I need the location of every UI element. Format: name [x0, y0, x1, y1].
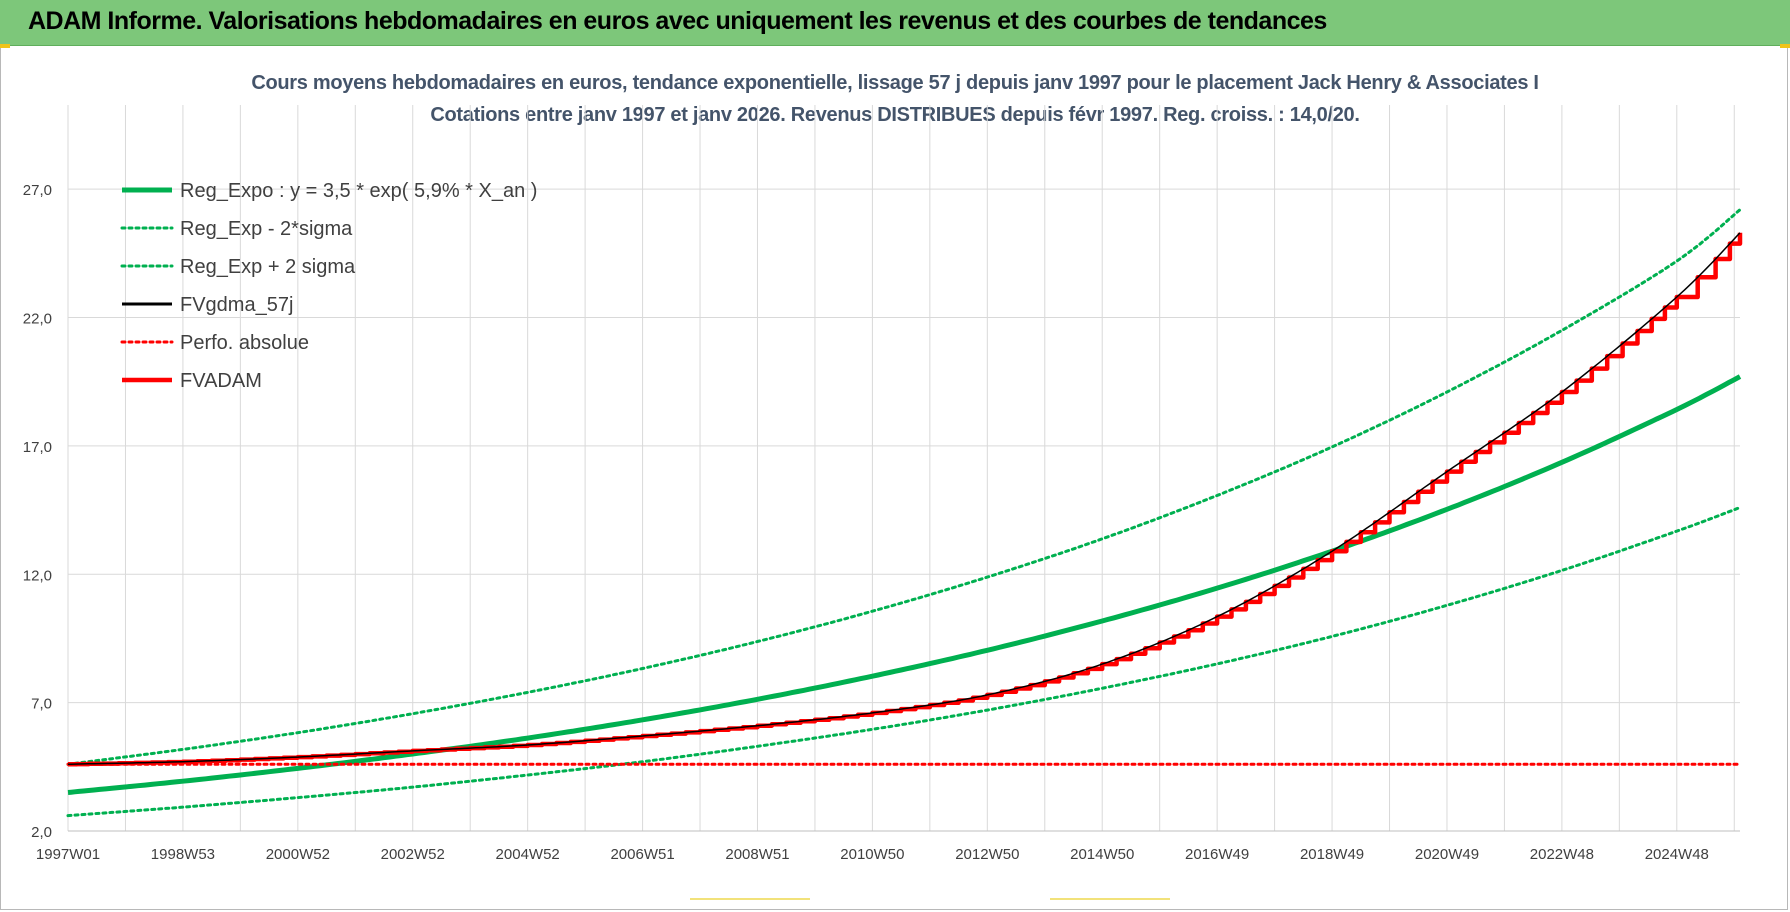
bottom-highlight-mark: [1050, 898, 1170, 900]
series-line-reg_exp: [66, 506, 1742, 818]
y-tick-label: 22,0: [23, 311, 52, 328]
x-tick-label: 2018W49: [1300, 846, 1364, 863]
bottom-highlight-mark: [690, 898, 810, 900]
x-tick-label: 2022W48: [1530, 846, 1594, 863]
x-tick-label: 2016W49: [1185, 846, 1249, 863]
legend-label: Reg_Exp + 2 sigma: [180, 256, 356, 278]
series-line-reg_exp: [66, 208, 1742, 766]
x-tick-label: 1997W01: [36, 846, 100, 863]
legend-label: FVADAM: [180, 370, 262, 392]
chart-subtitle: Cotations entre janv 1997 et janv 2026. …: [430, 104, 1360, 126]
y-tick-label: 12,0: [23, 567, 52, 584]
legend-label: Perfo. absolue: [180, 332, 309, 354]
x-tick-label: 1998W53: [151, 846, 215, 863]
x-tick-label: 2000W52: [266, 846, 330, 863]
x-tick-label: 2010W50: [840, 846, 904, 863]
y-tick-label: 2,0: [31, 824, 52, 841]
legend-label: FVgdma_57j: [180, 294, 293, 316]
legend-label: Reg_Exp - 2*sigma: [180, 218, 353, 240]
x-tick-label: 2012W50: [955, 846, 1019, 863]
y-tick-label: 7,0: [31, 696, 52, 713]
x-tick-label: 2024W48: [1645, 846, 1709, 863]
x-tick-label: 2002W52: [381, 846, 445, 863]
x-tick-label: 2020W49: [1415, 846, 1479, 863]
x-tick-label: 2006W51: [610, 846, 674, 863]
chart-title: Cours moyens hebdomadaires en euros, ten…: [251, 72, 1539, 94]
y-tick-label: 17,0: [23, 439, 52, 456]
banner-title: ADAM Informe. Valorisations hebdomadaire…: [28, 7, 1327, 35]
x-tick-label: 2004W52: [496, 846, 560, 863]
series-line-fvgdma_57j: [67, 232, 1741, 766]
x-tick-label: 2008W51: [725, 846, 789, 863]
series-line-fvadam: [68, 232, 1743, 767]
legend-label: Reg_Expo : y = 3,5 * exp( 5,9% * X_an ): [180, 180, 537, 202]
series-line-reg_expo: [67, 374, 1742, 795]
y-tick-label: 27,0: [23, 182, 52, 199]
banner: ADAM Informe. Valorisations hebdomadaire…: [0, 0, 1790, 46]
corner-mark-left: [0, 44, 10, 48]
corner-mark-right: [1780, 44, 1790, 48]
x-tick-label: 2014W50: [1070, 846, 1134, 863]
